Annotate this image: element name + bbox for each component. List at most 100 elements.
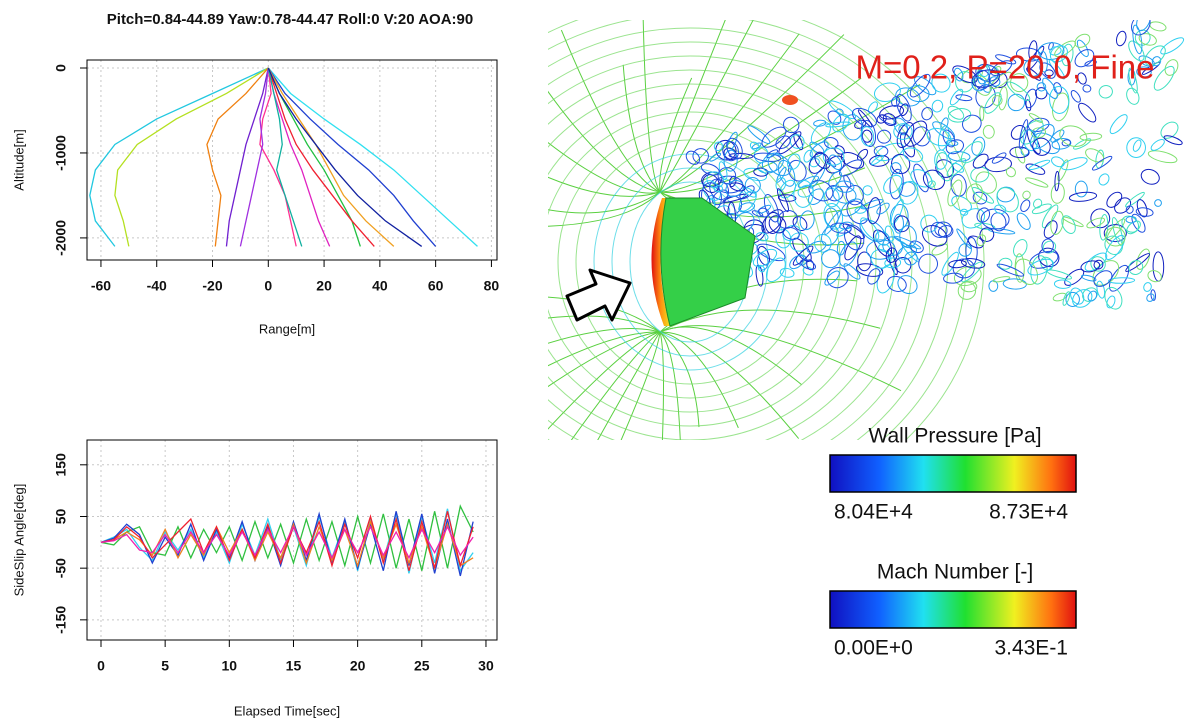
vortex — [984, 156, 1012, 173]
vortex — [996, 263, 1025, 277]
vortex — [1064, 268, 1085, 286]
vortex — [1093, 270, 1113, 287]
vortex — [824, 270, 840, 286]
series-line — [267, 67, 437, 247]
contour-line — [659, 331, 681, 440]
flow-field — [548, 20, 1185, 440]
vortex — [722, 141, 739, 162]
vortex — [685, 150, 701, 165]
vortex — [1080, 260, 1101, 273]
vortex — [897, 275, 918, 295]
vortex — [824, 207, 839, 227]
vortex — [1039, 62, 1056, 79]
contour-line — [548, 331, 661, 430]
vortex — [1084, 59, 1097, 67]
vortex — [823, 187, 840, 208]
vortex — [846, 200, 869, 225]
vortex — [767, 154, 792, 177]
contour-line — [659, 326, 802, 385]
y-tick-label: 150 — [53, 453, 69, 477]
vortex — [1033, 132, 1061, 155]
vortex — [948, 259, 967, 269]
vortex — [893, 215, 910, 233]
colorbar-min: 8.04E+4 — [834, 501, 913, 524]
vortex — [1050, 210, 1064, 235]
vortex — [1106, 295, 1116, 309]
vortex — [960, 280, 978, 293]
vortex — [1149, 21, 1167, 32]
vortex — [1125, 215, 1137, 224]
x-tick-label: 15 — [286, 658, 302, 674]
vortex — [904, 251, 918, 266]
contour-line — [548, 191, 661, 214]
vortex — [893, 235, 922, 250]
vortex — [1026, 45, 1045, 71]
vortex — [751, 142, 762, 150]
vortex — [1016, 212, 1031, 230]
vortex — [711, 189, 729, 206]
contour-line — [548, 41, 931, 440]
vortex — [1050, 129, 1065, 143]
vortex — [753, 167, 769, 177]
vortex — [1080, 274, 1097, 282]
vortex — [960, 141, 983, 164]
vortex — [965, 236, 978, 266]
vortex — [1025, 177, 1049, 188]
contour-line — [548, 176, 661, 197]
vortex — [1106, 191, 1123, 208]
series-line — [267, 67, 303, 247]
vortex — [873, 82, 901, 103]
vortex — [1031, 127, 1047, 139]
y-tick-label: -1000 — [53, 135, 69, 171]
vortex — [756, 252, 769, 271]
vortex — [930, 221, 948, 239]
vortex — [765, 257, 786, 283]
vortex — [744, 177, 761, 194]
vortex — [896, 122, 915, 148]
vortex — [931, 99, 944, 113]
vortex — [875, 230, 890, 246]
vortex — [1090, 208, 1111, 229]
hot-spot — [782, 95, 798, 105]
vortex — [913, 76, 937, 96]
vortex — [1051, 156, 1065, 168]
vortex — [1087, 290, 1098, 302]
vortex — [753, 152, 782, 162]
vortex — [1138, 33, 1157, 46]
vortex — [713, 185, 724, 193]
vortex — [928, 180, 936, 188]
vortex — [950, 174, 967, 197]
vortex — [987, 228, 1016, 235]
colorbar — [829, 590, 1077, 629]
vortex — [972, 153, 989, 169]
vortex — [1144, 45, 1166, 66]
vortex — [1128, 67, 1138, 94]
vortex — [1046, 269, 1072, 280]
vortex — [1125, 205, 1134, 214]
contour-line — [659, 77, 862, 193]
vortex — [921, 107, 933, 121]
vortex — [1154, 199, 1162, 207]
vortex — [1090, 256, 1106, 272]
vortex — [884, 225, 895, 242]
series-line — [239, 67, 269, 247]
vortex — [909, 240, 924, 254]
contour-line — [597, 331, 661, 440]
y-tick-label: -2000 — [53, 220, 69, 256]
vortex — [871, 155, 885, 166]
vortex — [1126, 137, 1146, 158]
contour-line — [548, 296, 661, 333]
vortex — [793, 179, 814, 208]
vortex — [899, 225, 917, 249]
vortex — [1010, 124, 1026, 140]
y-tick-label: -50 — [53, 558, 69, 578]
vortex — [947, 179, 963, 207]
vortex — [957, 281, 977, 300]
vortex — [867, 101, 878, 114]
series-line — [267, 67, 423, 247]
vortex — [1147, 150, 1178, 164]
vortex — [1044, 69, 1054, 77]
vortex — [813, 119, 827, 127]
vortex — [782, 226, 800, 240]
